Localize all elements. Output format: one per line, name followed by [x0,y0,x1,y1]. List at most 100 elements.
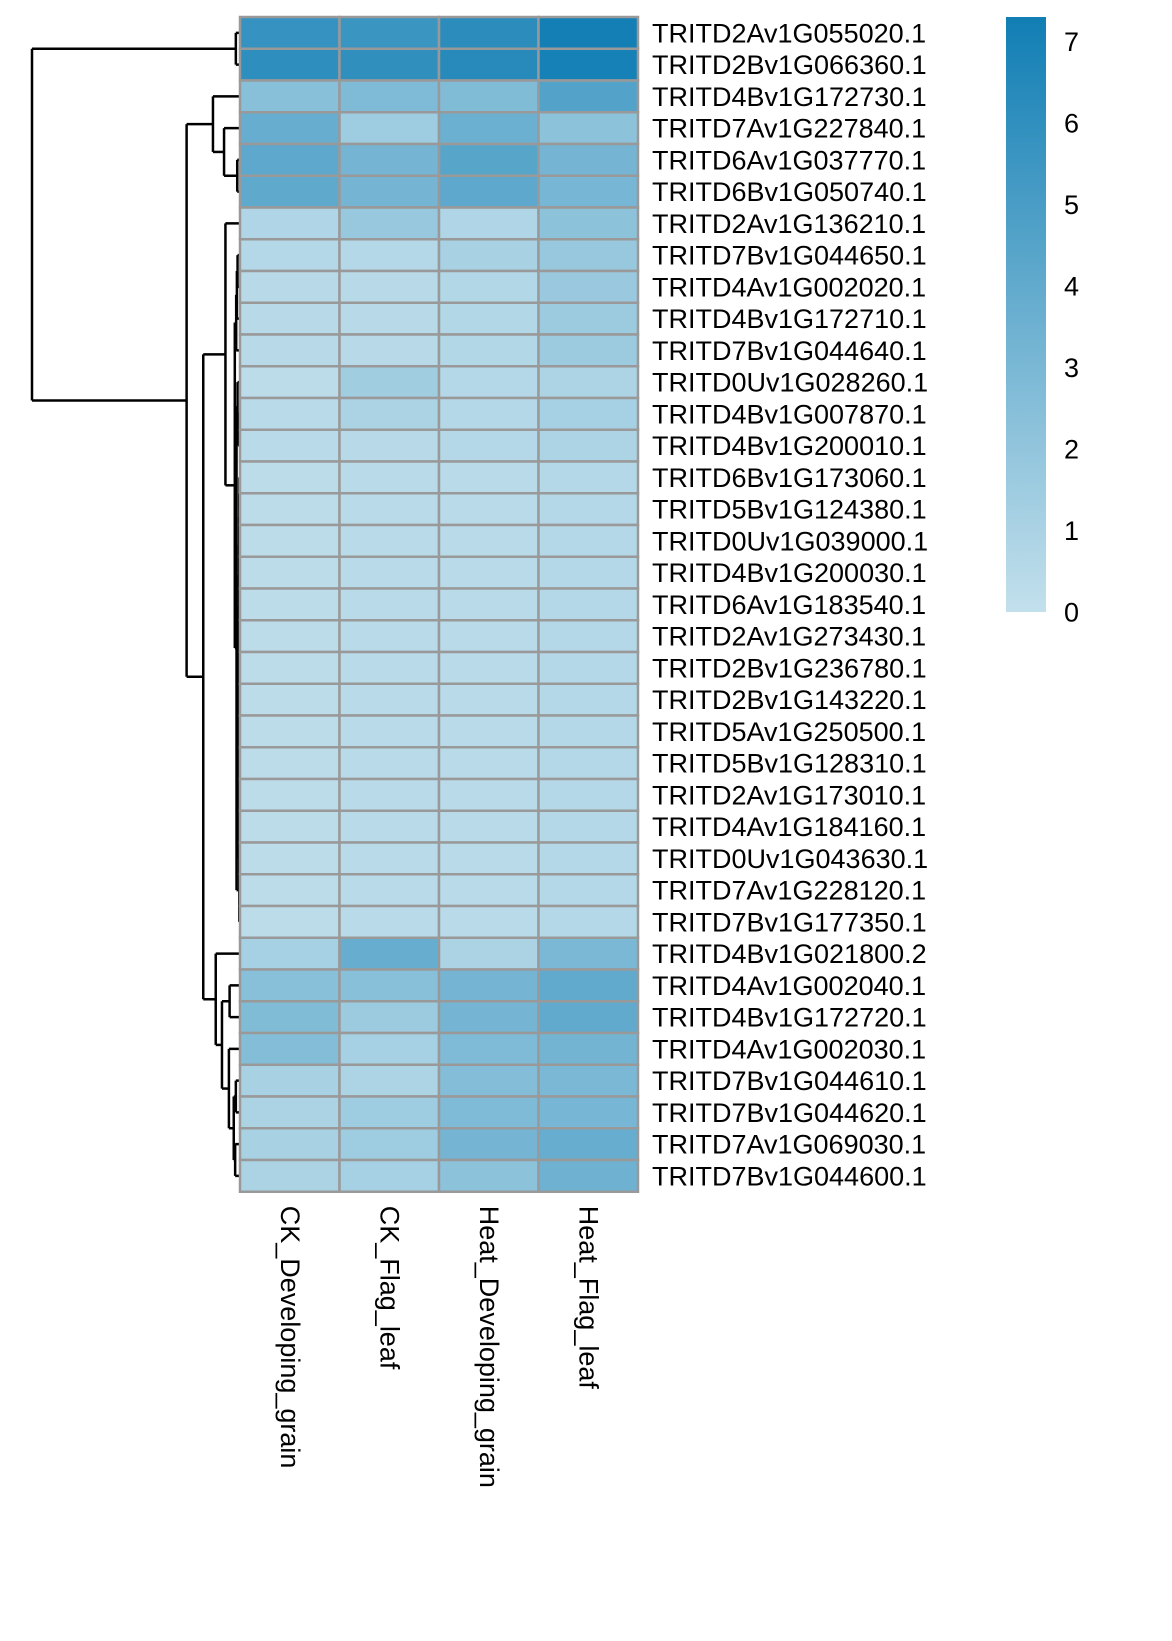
column-label: CK_Flag_leaf [374,1206,404,1370]
heatmap-cell [537,174,640,209]
row-label: TRITD7Av1G227840.1 [652,114,926,144]
heatmap-cell [537,587,640,622]
column-label: CK_Developing_grain [275,1206,305,1469]
heatmap-cell [537,968,640,1003]
heatmap-cell [537,79,640,114]
row-label: TRITD4Bv1G021800.2 [652,939,927,969]
heatmap-cell [437,968,540,1003]
heatmap-cell [537,841,640,876]
heatmap-cell [238,365,341,400]
heatmap-cell [238,333,341,368]
heatmap-cell [338,904,441,939]
heatmap-cell [338,301,441,336]
color-legend: 0 1 2 3 4 5 6 7 [1006,17,1079,628]
heatmap-cell [537,555,640,590]
heatmap-cells [238,15,640,1193]
heatmap-cell [537,333,640,368]
heatmap-cell [437,682,540,717]
heatmap-cell [338,809,441,844]
heatmap-cell [338,428,441,463]
heatmap-cell [238,1158,341,1193]
heatmap-cell [338,1095,441,1130]
heatmap-cell [437,301,540,336]
heatmap-cell [238,428,341,463]
row-label: TRITD4Av1G002020.1 [652,272,926,302]
heatmap-cell [338,269,441,304]
heatmap-cell [537,619,640,654]
heatmap-cell [537,873,640,908]
heatmap-cell [537,936,640,971]
heatmap-cell [437,809,540,844]
column-label: Heat_Developing_grain [474,1206,504,1488]
heatmap-cell [338,238,441,273]
heatmap-cell [338,619,441,654]
heatmap-cell [537,269,640,304]
heatmap-cell [338,746,441,781]
heatmap-cell [537,142,640,177]
heatmap-cell [238,460,341,495]
heatmap-cell [437,555,540,590]
row-dendrogram [30,31,241,1178]
heatmap-cell [437,79,540,114]
row-label: TRITD0Uv1G043630.1 [652,844,928,874]
heatmap-cell [338,1127,441,1162]
heatmap-cell [537,714,640,749]
heatmap-cell [338,873,441,908]
heatmap-cell [537,1095,640,1130]
heatmap-cell [238,15,341,50]
heatmap-cell [537,1158,640,1193]
heatmap-cell [437,936,540,971]
heatmap-cell [238,492,341,527]
heatmap-cell [537,746,640,781]
heatmap-cell [238,79,341,114]
heatmap-cell [437,206,540,241]
heatmap-cell [437,47,540,82]
heatmap-cell [437,619,540,654]
heatmap-cell [437,904,540,939]
heatmap-cell [338,111,441,146]
row-label: TRITD4Bv1G172730.1 [652,82,927,112]
legend-color-bar [1006,17,1046,612]
heatmap-cell [537,777,640,812]
heatmap-cell [338,142,441,177]
heatmap-cell [338,460,441,495]
row-label: TRITD0Uv1G039000.1 [652,526,928,556]
heatmap-cell [338,47,441,82]
row-label: TRITD6Bv1G050740.1 [652,177,927,207]
heatmap-cell [238,714,341,749]
heatmap-cell [238,396,341,431]
heatmap-cell [537,682,640,717]
row-label: TRITD2Bv1G236780.1 [652,653,927,683]
heatmap-cell [537,47,640,82]
heatmap-cell [537,904,640,939]
heatmap-cell [338,333,441,368]
heatmap-cell [238,1095,341,1130]
heatmap-cell [238,523,341,558]
heatmap-cell [437,714,540,749]
heatmap-cell [437,142,540,177]
heatmap-cell [437,841,540,876]
heatmap-cell [537,650,640,685]
heatmap-cell [537,460,640,495]
row-label: TRITD4Bv1G200030.1 [652,558,927,588]
heatmap-cell [238,682,341,717]
heatmap-cell [338,206,441,241]
heatmap-cell [338,587,441,622]
legend-tick-label: 5 [1064,190,1079,220]
heatmap-cell [437,1158,540,1193]
heatmap-cell [338,1158,441,1193]
row-label: TRITD2Bv1G066360.1 [652,50,927,80]
heatmap-cell [238,650,341,685]
heatmap-cell [537,111,640,146]
heatmap-cell [238,968,341,1003]
heatmap-cell [238,619,341,654]
row-label: TRITD7Bv1G044620.1 [652,1098,927,1128]
heatmap-cell [338,15,441,50]
row-label: TRITD6Av1G037770.1 [652,145,926,175]
heatmap-cell [537,809,640,844]
row-label: TRITD5Bv1G128310.1 [652,749,927,779]
heatmap-cell [338,555,441,590]
heatmap-cell [437,1095,540,1130]
heatmap-cell [338,1063,441,1098]
row-label: TRITD7Av1G069030.1 [652,1130,926,1160]
